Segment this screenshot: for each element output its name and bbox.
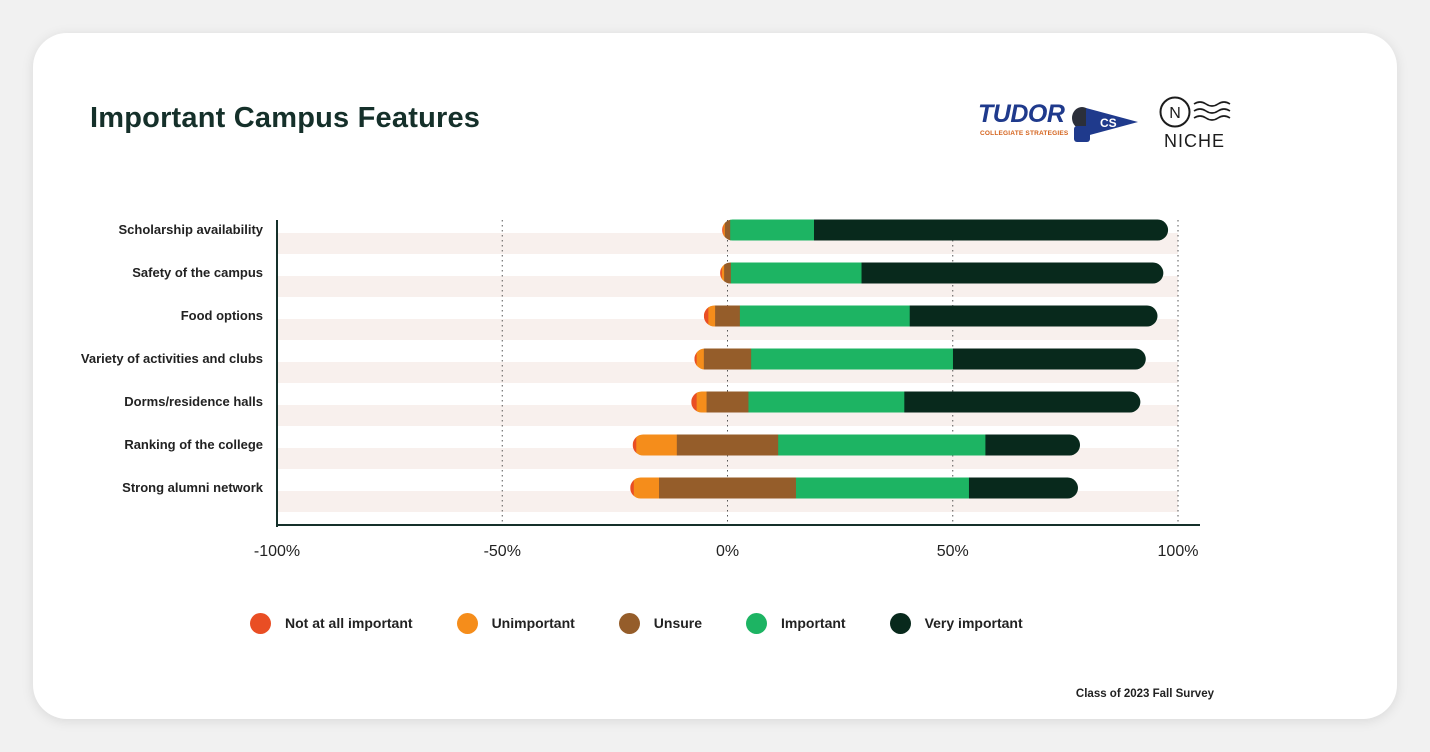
bar-group — [691, 391, 1141, 413]
niche-logo-word: NICHE — [1164, 131, 1226, 151]
bar-segment — [691, 391, 698, 413]
bar-segment — [909, 305, 1158, 327]
bar-segment — [720, 262, 723, 284]
legend-item: Unsure — [618, 612, 703, 634]
bar-segment — [751, 348, 954, 370]
bar-segment — [633, 477, 660, 499]
bar-segment — [723, 219, 726, 241]
niche-mark-icon: N — [1159, 96, 1231, 128]
bar-segment — [968, 477, 1078, 499]
chart-title: Important Campus Features — [90, 102, 481, 134]
tudor-logo: TUDOR COLLEGIATE STRATEGIES CS — [978, 98, 1140, 146]
bar-segment — [795, 477, 970, 499]
bar-segment — [730, 219, 815, 241]
category-label: Safety of the campus — [132, 265, 263, 280]
category-label: Ranking of the college — [124, 437, 263, 452]
bar-group — [630, 477, 1078, 499]
bar-segment — [721, 262, 725, 284]
legend-item: Important — [746, 612, 846, 634]
legend-label: Unimportant — [491, 615, 575, 631]
bar-segment — [730, 262, 862, 284]
bar-segment — [696, 391, 707, 413]
category-label: Food options — [181, 308, 263, 323]
bar-group — [694, 348, 1146, 370]
bar-segment — [985, 434, 1081, 456]
x-tick-label: 100% — [1158, 543, 1199, 560]
tudor-logo-word: TUDOR — [978, 100, 1065, 128]
bar-segment — [630, 477, 635, 499]
category-label: Variety of activities and clubs — [81, 351, 263, 366]
bar-segment — [659, 477, 797, 499]
tudor-badge-text: CS — [1100, 116, 1117, 130]
bar-segment — [694, 348, 698, 370]
bar-group — [632, 434, 1081, 456]
legend-swatch — [456, 612, 478, 634]
niche-logo: N NICHE — [1158, 95, 1238, 151]
legend-swatch — [618, 612, 640, 634]
bar-segment — [813, 219, 1169, 241]
x-tick-label: 0% — [716, 543, 739, 560]
bar-segment — [706, 391, 749, 413]
bar-segment — [722, 219, 724, 241]
bar-segment — [724, 219, 731, 241]
bar-segment — [952, 348, 1146, 370]
survey-footnote: Class of 2023 Fall Survey — [1075, 688, 1214, 700]
bar-segment — [636, 434, 678, 456]
bar-segment — [739, 305, 911, 327]
bar-segment — [696, 348, 705, 370]
legend-swatch — [746, 612, 768, 634]
bar-segment — [861, 262, 1164, 284]
bar-segment — [703, 305, 709, 327]
bar-segment — [904, 391, 1141, 413]
legend-label: Very important — [924, 615, 1023, 631]
legend-item: Very important — [889, 612, 1023, 634]
legend-label: Unsure — [653, 615, 703, 631]
legend-swatch — [250, 612, 271, 634]
legend-item: Unimportant — [456, 612, 575, 634]
tudor-logo-subtitle: COLLEGIATE STRATEGIES — [980, 130, 1069, 137]
x-tick-label: -50% — [484, 543, 521, 560]
bar-segment — [724, 262, 732, 284]
bar-segment — [708, 305, 716, 327]
bar-segment — [715, 305, 741, 327]
niche-mark-letter: N — [1169, 105, 1181, 122]
bar-group — [720, 262, 1164, 284]
legend-item: Not at all important — [250, 612, 413, 634]
x-tick-label: 50% — [937, 543, 969, 560]
bar-segment — [778, 434, 986, 456]
category-label: Dorms/residence halls — [124, 394, 263, 409]
bar-group — [703, 305, 1158, 327]
x-tick-label: -100% — [254, 543, 300, 560]
bar-segment — [676, 434, 779, 456]
legend-label: Important — [781, 615, 846, 631]
bar-segment — [632, 434, 637, 456]
bar-segment — [748, 391, 905, 413]
category-label: Strong alumni network — [122, 480, 264, 495]
category-label: Scholarship availability — [119, 222, 264, 237]
legend-label: Not at all important — [285, 615, 413, 631]
legend-swatch — [889, 612, 911, 634]
tudor-pennant-icon: CS — [1072, 107, 1138, 142]
bar-segment — [703, 348, 752, 370]
chart-legend: Not at all important Unimportant Unsure Imp… — [250, 610, 1067, 636]
bar-group — [722, 219, 1169, 241]
